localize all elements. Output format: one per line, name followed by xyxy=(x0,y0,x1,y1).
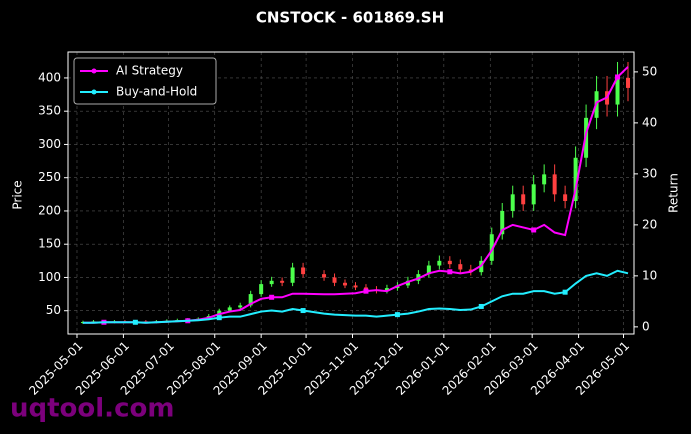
y2-axis-label: Return xyxy=(667,173,681,213)
series-marker xyxy=(562,289,568,295)
legend-box xyxy=(73,57,217,105)
y-tick-label: 150 xyxy=(38,237,61,251)
candle-body xyxy=(437,260,442,266)
legend-marker xyxy=(91,68,97,74)
series-marker xyxy=(478,303,484,309)
series-marker xyxy=(615,74,621,80)
candle-body xyxy=(353,285,358,288)
candle-body xyxy=(447,260,452,265)
candle-body xyxy=(563,194,568,201)
y-tick-label: 50 xyxy=(46,303,61,317)
series-marker xyxy=(300,308,306,314)
candle-body xyxy=(227,307,232,311)
y-tick-label: 250 xyxy=(38,170,61,184)
chart-title: CNSTOCK - 601869.SH xyxy=(256,9,444,27)
plot-frame xyxy=(67,51,635,335)
y2-tick-label: 50 xyxy=(642,64,657,78)
series-marker xyxy=(132,319,138,325)
candle-body xyxy=(301,267,306,275)
candle-body xyxy=(573,157,578,201)
series-marker xyxy=(531,227,537,233)
legend-label: Buy-and-Hold xyxy=(116,85,197,99)
candle-body xyxy=(615,77,620,105)
series-marker xyxy=(447,269,453,275)
candle-body xyxy=(521,194,526,205)
watermark: uqtool.com xyxy=(10,394,174,424)
candle-body xyxy=(552,174,557,195)
y-tick-label: 100 xyxy=(38,270,61,284)
candle-body xyxy=(322,274,327,278)
candle-body xyxy=(363,287,368,290)
series-marker xyxy=(216,315,222,321)
y2-tick-label: 10 xyxy=(642,268,657,282)
candle-body xyxy=(510,194,515,211)
y2-tick-label: 40 xyxy=(642,115,657,129)
candle-body xyxy=(500,210,505,235)
y-tick-label: 200 xyxy=(38,203,61,217)
candle-body xyxy=(280,280,285,283)
candle-body xyxy=(531,184,536,205)
legend-label: AI Strategy xyxy=(116,64,183,78)
candle-body xyxy=(458,264,463,270)
y-tick-label: 300 xyxy=(38,137,61,151)
candle-body xyxy=(626,77,631,88)
candle-body xyxy=(489,234,494,261)
y-axis-label: Price xyxy=(11,180,25,209)
candle-body xyxy=(343,282,348,286)
candle-body xyxy=(259,284,264,295)
candle-body xyxy=(542,174,547,185)
y2-tick-label: 0 xyxy=(642,319,650,333)
candle-body xyxy=(405,280,410,286)
legend-marker xyxy=(91,89,97,95)
candle-body xyxy=(290,267,295,283)
candle-body xyxy=(269,280,274,285)
y-tick-label: 400 xyxy=(38,70,61,84)
candle-body xyxy=(384,288,389,291)
series-marker xyxy=(363,288,369,294)
candle-body xyxy=(426,265,431,275)
y2-tick-label: 30 xyxy=(642,166,657,180)
series-marker xyxy=(269,294,275,300)
candle-body xyxy=(248,294,253,306)
candle-body xyxy=(238,305,243,308)
y2-tick-label: 20 xyxy=(642,217,657,231)
series-marker xyxy=(394,312,400,318)
y-tick-label: 350 xyxy=(38,104,61,118)
series-line xyxy=(82,269,629,324)
candle-body xyxy=(332,277,337,283)
